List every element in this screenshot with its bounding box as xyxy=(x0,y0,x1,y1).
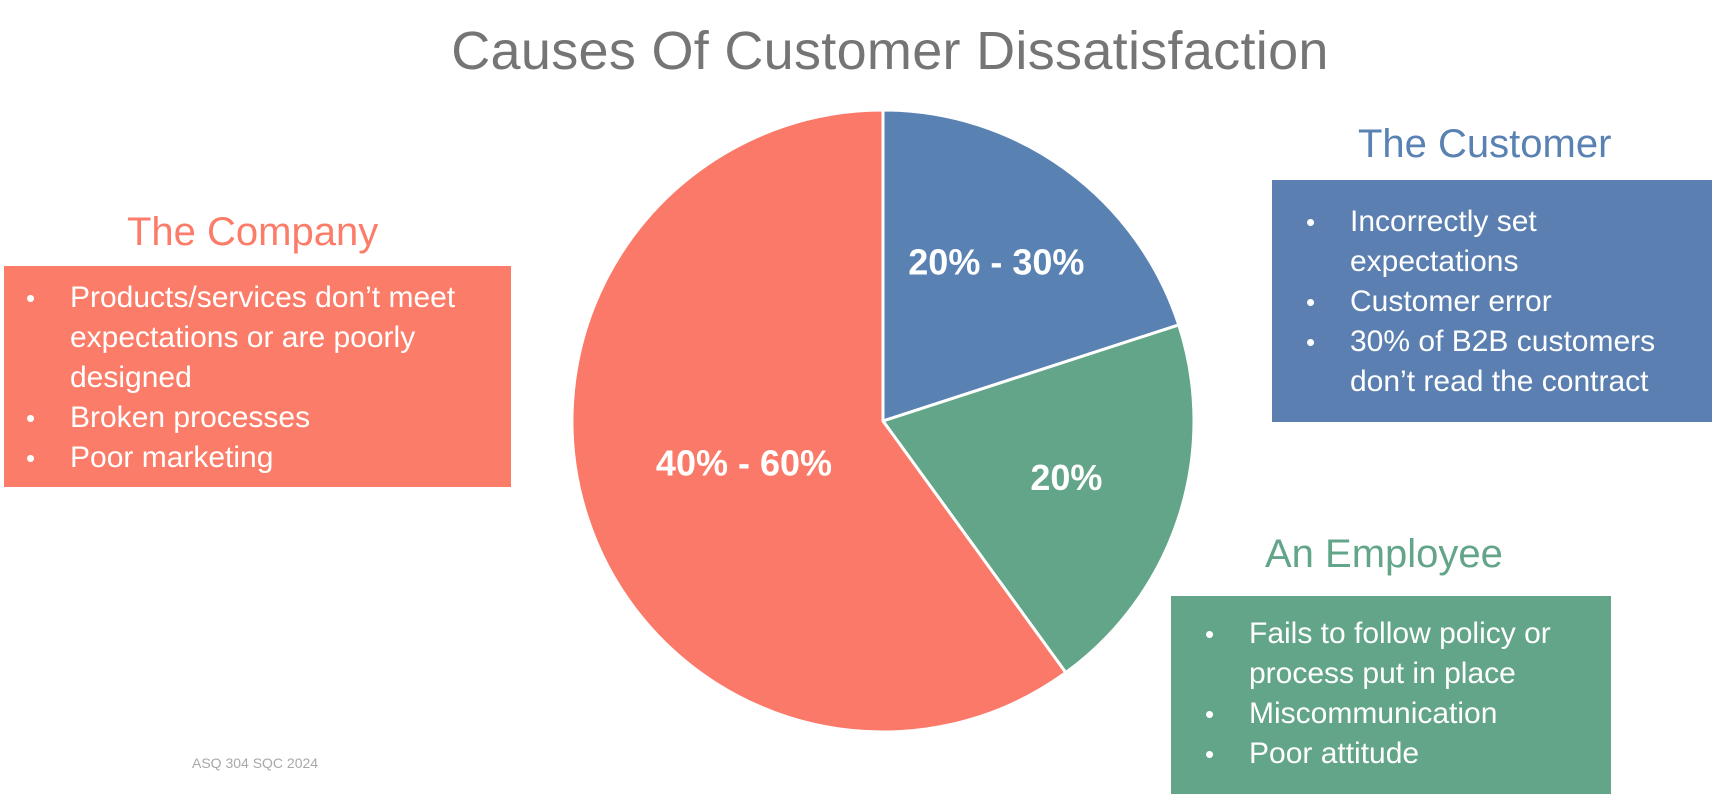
company-cause-item: Broken processes xyxy=(8,398,495,438)
employee-causes-box: Fails to follow policy or process put in… xyxy=(1171,596,1611,794)
pie-slice-the-company xyxy=(570,108,1068,734)
customer-causes-box: Incorrectly set expectations Customer er… xyxy=(1272,180,1712,422)
company-cause-item: Poor marketing xyxy=(8,438,495,478)
employee-cause-item: Fails to follow policy or process put in… xyxy=(1187,614,1601,694)
customer-causes-list: Incorrectly set expectations Customer er… xyxy=(1288,202,1702,402)
customer-cause-item: 30% of B2B customers don’t read the cont… xyxy=(1288,322,1702,402)
page-title: Causes Of Customer Dissatisfaction xyxy=(451,21,1329,81)
pie-slice-label: 20% - 30% xyxy=(908,242,1084,283)
company-causes-list: Products/services don’t meet expectation… xyxy=(8,278,495,478)
footer-text: ASQ 304 SQC 2024 xyxy=(192,755,319,771)
pie-slice-an-employee xyxy=(881,323,1196,675)
pie-slice-label: 20% xyxy=(1030,457,1102,498)
company-heading: The Company xyxy=(127,210,379,254)
customer-heading: The Customer xyxy=(1358,122,1612,166)
pie-slice-the-customer xyxy=(881,108,1181,423)
customer-cause-item: Incorrectly set expectations xyxy=(1288,202,1702,282)
employee-cause-item: Miscommunication xyxy=(1187,694,1601,734)
company-cause-item: Products/services don’t meet expectation… xyxy=(8,278,495,398)
employee-causes-list: Fails to follow policy or process put in… xyxy=(1187,614,1601,774)
pie-slice-label: 40% - 60% xyxy=(656,443,832,484)
customer-cause-item: Customer error xyxy=(1288,282,1702,322)
employee-cause-item: Poor attitude xyxy=(1187,734,1601,774)
employee-heading: An Employee xyxy=(1265,532,1503,576)
company-causes-box: Products/services don’t meet expectation… xyxy=(4,266,511,487)
